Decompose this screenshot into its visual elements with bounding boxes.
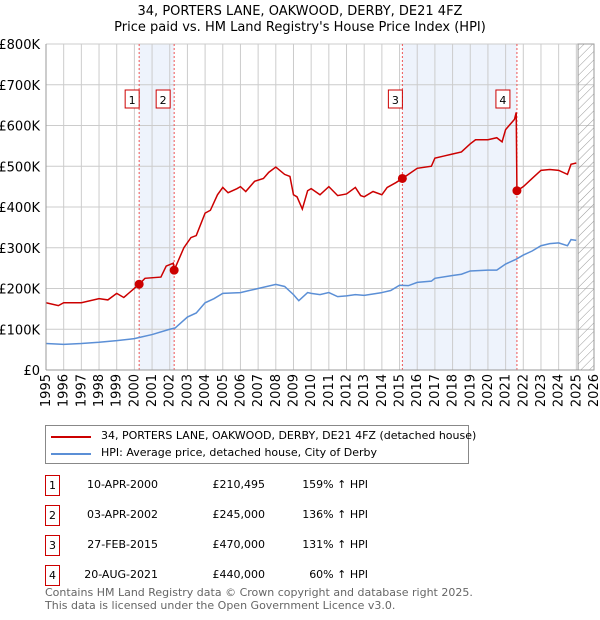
legend-red-line bbox=[51, 436, 91, 438]
x-tick-label: 2013 bbox=[357, 374, 372, 407]
sale-point bbox=[134, 279, 144, 289]
y-tick-label: £700K bbox=[0, 79, 40, 94]
x-tick-label: 2023 bbox=[534, 374, 549, 407]
sale-date: 27-FEB-2015 bbox=[87, 538, 158, 551]
legend: 34, PORTERS LANE, OAKWOOD, DERBY, DE21 4… bbox=[45, 425, 476, 464]
sale-hpi-change: 159% ↑ HPI bbox=[302, 478, 368, 491]
sale-label-box bbox=[495, 89, 511, 109]
sale-point bbox=[397, 173, 407, 183]
footer-line-1: Contains HM Land Registry data © Crown c… bbox=[45, 586, 473, 599]
x-tick-label: 2025 bbox=[569, 374, 584, 407]
x-tick-label: 2019 bbox=[463, 374, 478, 407]
y-tick-label: £100K bbox=[0, 323, 40, 338]
sale-label-box bbox=[387, 89, 403, 109]
x-tick-label: 2004 bbox=[198, 374, 213, 407]
x-tick-label: 1998 bbox=[92, 374, 107, 407]
sale-price: £440,000 bbox=[212, 568, 266, 581]
x-tick-label: 2002 bbox=[163, 374, 178, 407]
chart-subtitle: Price paid vs. HM Land Registry's House … bbox=[114, 20, 486, 35]
sale-number: 4 bbox=[45, 565, 60, 586]
x-tick-label: 2011 bbox=[322, 374, 337, 407]
x-tick-label: 2012 bbox=[340, 374, 355, 407]
plot-area: £0 £100K £200K £300K £400K £500K £600K £700K £80… bbox=[0, 38, 600, 407]
sale-point bbox=[169, 265, 179, 275]
sale-label-number: 4 bbox=[499, 94, 506, 107]
forecast-hatch bbox=[577, 43, 595, 371]
x-tick-label: 1995 bbox=[39, 374, 54, 407]
sale-row: 1 10-APR-2000 £210,495 159% ↑ HPI bbox=[45, 475, 465, 497]
x-tick-label: 2008 bbox=[269, 374, 284, 407]
x-tick-label: 2024 bbox=[552, 374, 567, 407]
y-tick-label: £600K bbox=[0, 120, 40, 135]
price-paid-line bbox=[45, 112, 577, 307]
sale-date: 10-APR-2000 bbox=[86, 478, 158, 491]
sale-label-box bbox=[155, 89, 171, 109]
sale-number: 3 bbox=[45, 535, 60, 556]
sale-date: 20-AUG-2021 bbox=[84, 568, 158, 581]
x-tick-label: 2018 bbox=[446, 374, 461, 407]
sale-number: 2 bbox=[45, 505, 60, 526]
sale-label-number: 2 bbox=[160, 94, 167, 107]
footer-line-2: This data is licensed under the Open Gov… bbox=[45, 599, 396, 612]
x-tick-label: 2021 bbox=[499, 374, 514, 407]
sale-price: £470,000 bbox=[212, 538, 266, 551]
sale-price: £210,495 bbox=[212, 478, 266, 491]
y-tick-label: £500K bbox=[0, 160, 40, 175]
chart-title: 34, PORTERS LANE, OAKWOOD, DERBY, DE21 4… bbox=[137, 4, 463, 19]
x-tick-label: 2006 bbox=[233, 374, 248, 407]
x-tick-label: 2017 bbox=[428, 374, 443, 407]
sale-label-number: 1 bbox=[129, 94, 136, 107]
x-tick-label: 2022 bbox=[516, 374, 531, 407]
hpi-line bbox=[45, 238, 577, 346]
x-tick-label: 2015 bbox=[393, 374, 408, 407]
y-tick-label: £200K bbox=[0, 283, 40, 298]
y-tick-label: £800K bbox=[0, 38, 40, 53]
x-tick-label: 2003 bbox=[180, 374, 195, 407]
sale-point bbox=[512, 186, 522, 196]
x-tick-label: 2000 bbox=[127, 374, 142, 407]
sale-label-box bbox=[124, 89, 140, 109]
footer: Contains HM Land Registry data © Crown c… bbox=[45, 586, 473, 612]
sale-row: 4 20-AUG-2021 £440,000 60% ↑ HPI bbox=[45, 565, 465, 587]
sale-hpi-change: 60% ↑ HPI bbox=[309, 568, 368, 581]
y-tick-label: £300K bbox=[0, 242, 40, 257]
legend-label-hpi: HPI: Average price, detached house, City… bbox=[101, 446, 378, 459]
y-tick-label: £0 bbox=[23, 364, 40, 379]
x-tick-label: 2005 bbox=[216, 374, 231, 407]
sale-hpi-change: 136% ↑ HPI bbox=[302, 508, 368, 521]
sale-label-number: 3 bbox=[392, 94, 399, 107]
x-tick-label: 2001 bbox=[145, 374, 160, 407]
legend-label-property: 34, PORTERS LANE, OAKWOOD, DERBY, DE21 4… bbox=[101, 429, 477, 442]
x-tick-label: 2014 bbox=[375, 374, 390, 407]
x-tick-label: 1999 bbox=[110, 374, 125, 407]
x-tick-label: 2007 bbox=[251, 374, 266, 407]
sale-number: 1 bbox=[45, 475, 60, 496]
x-tick-label: 2026 bbox=[587, 374, 600, 407]
y-tick-label: £400K bbox=[0, 201, 40, 216]
sale-row: 3 27-FEB-2015 £470,000 131% ↑ HPI bbox=[45, 535, 465, 557]
x-tick-label: 2020 bbox=[481, 374, 496, 407]
sale-hpi-change: 131% ↑ HPI bbox=[302, 538, 368, 551]
x-tick-label: 2016 bbox=[410, 374, 425, 407]
legend-blue-line bbox=[51, 453, 91, 455]
x-tick-label: 1997 bbox=[74, 374, 89, 407]
sale-row: 2 03-APR-2002 £245,000 136% ↑ HPI bbox=[45, 505, 465, 527]
x-tick-label: 2009 bbox=[286, 374, 301, 407]
x-tick-label: 2010 bbox=[304, 374, 319, 407]
x-tick-label: 1996 bbox=[57, 374, 72, 407]
sale-price: £245,000 bbox=[212, 508, 266, 521]
sale-date: 03-APR-2002 bbox=[86, 508, 158, 521]
